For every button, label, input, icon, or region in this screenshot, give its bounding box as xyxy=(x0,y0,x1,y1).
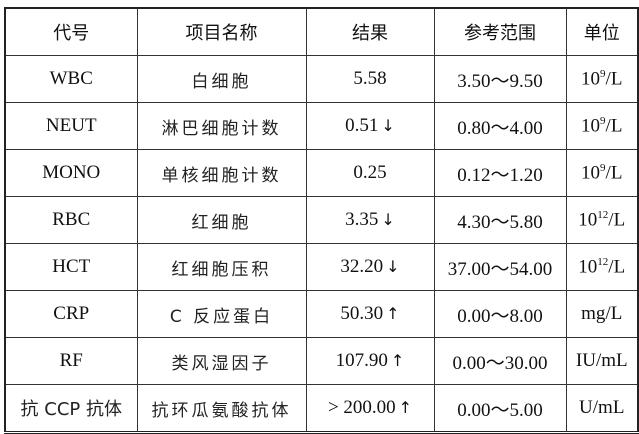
cell-range: 4.30～5.80 xyxy=(433,196,567,244)
header-row: 代号 项目名称 结果 参考范围 单位 xyxy=(4,7,639,56)
cell-result: 32.20 ↓ xyxy=(305,243,435,291)
cell-code: CRP xyxy=(4,290,138,338)
cell-range: 3.50～9.50 xyxy=(433,55,567,103)
header-range: 参考范围 xyxy=(433,7,567,56)
cell-result: 50.30 ↑ xyxy=(305,290,435,338)
lab-results-table: 代号 项目名称 结果 参考范围 单位 WBC 白细胞 5.58 3.50～9.50 10… xyxy=(4,7,639,434)
arrow-up-icon: ↑ xyxy=(398,398,413,417)
cell-range: 0.12～1.20 xyxy=(433,149,567,197)
header-unit: 单位 xyxy=(565,7,639,56)
cell-unit: 109/L xyxy=(565,149,639,197)
cell-result: > 200.00 ↑ xyxy=(305,384,435,433)
cell-name: 抗环瓜氨酸抗体 xyxy=(136,384,307,433)
table-row: RBC 红细胞 3.35 ↓ 4.30～5.80 1012/L xyxy=(4,196,639,244)
cell-range: 0.80～4.00 xyxy=(433,102,567,150)
arrow-down-icon: ↓ xyxy=(386,257,400,276)
cell-code: RBC xyxy=(4,196,138,244)
cell-result: 0.51 ↓ xyxy=(305,102,435,150)
cell-unit: mg/L xyxy=(565,290,639,338)
table-row: NEUT 淋巴细胞计数 0.51 ↓ 0.80～4.00 109/L xyxy=(4,102,639,150)
header-code: 代号 xyxy=(4,7,138,56)
cell-unit: 1012/L xyxy=(565,243,639,291)
cell-unit: 1012/L xyxy=(565,196,639,244)
cell-unit: IU/mL xyxy=(565,337,639,385)
cell-name: 白细胞 xyxy=(136,55,307,103)
table-row: HCT 红细胞压积 32.20 ↓ 37.00～54.00 1012/L xyxy=(4,243,639,291)
table-row: MONO 单核细胞计数 0.25 0.12～1.20 109/L xyxy=(4,149,639,197)
cell-result: 5.58 xyxy=(305,55,435,103)
cell-code: RF xyxy=(4,337,138,385)
cell-range: 37.00～54.00 xyxy=(433,243,567,291)
cell-name: C 反应蛋白 xyxy=(136,290,307,338)
table-row: WBC 白细胞 5.58 3.50～9.50 109/L xyxy=(4,55,639,103)
cell-name: 淋巴细胞计数 xyxy=(136,102,307,150)
cell-range: 0.00～5.00 xyxy=(433,384,567,433)
table-row: 抗 CCP 抗体 抗环瓜氨酸抗体 > 200.00 ↑ 0.00～5.00 U/mL xyxy=(4,384,639,433)
cell-unit: 109/L xyxy=(565,102,639,150)
arrow-up-icon: ↑ xyxy=(390,351,405,370)
cell-code: HCT xyxy=(4,243,138,291)
table-row: CRP C 反应蛋白 50.30 ↑ 0.00～8.00 mg/L xyxy=(4,290,639,338)
cell-code: NEUT xyxy=(4,102,138,150)
cell-result: 107.90 ↑ xyxy=(305,337,435,385)
cell-name: 红细胞压积 xyxy=(136,243,307,291)
cell-code: MONO xyxy=(4,149,138,197)
cell-code: 抗 CCP 抗体 xyxy=(4,384,138,433)
cell-unit: 109/L xyxy=(565,55,639,103)
header-name: 项目名称 xyxy=(136,7,307,56)
table-row: RF 类风湿因子 107.90 ↑ 0.00～30.00 IU/mL xyxy=(4,337,639,385)
header-result: 结果 xyxy=(305,7,435,56)
cell-name: 单核细胞计数 xyxy=(136,149,307,197)
cell-code: WBC xyxy=(4,55,138,103)
cell-name: 红细胞 xyxy=(136,196,307,244)
cell-range: 0.00～8.00 xyxy=(433,290,567,338)
arrow-up-icon: ↑ xyxy=(386,304,400,323)
cell-name: 类风湿因子 xyxy=(136,337,307,385)
arrow-down-icon: ↓ xyxy=(381,116,395,135)
cell-unit: U/mL xyxy=(565,384,639,433)
cell-result: 3.35 ↓ xyxy=(305,196,435,244)
arrow-down-icon: ↓ xyxy=(381,210,395,229)
cell-range: 0.00～30.00 xyxy=(433,337,567,385)
cell-result: 0.25 xyxy=(305,149,435,197)
